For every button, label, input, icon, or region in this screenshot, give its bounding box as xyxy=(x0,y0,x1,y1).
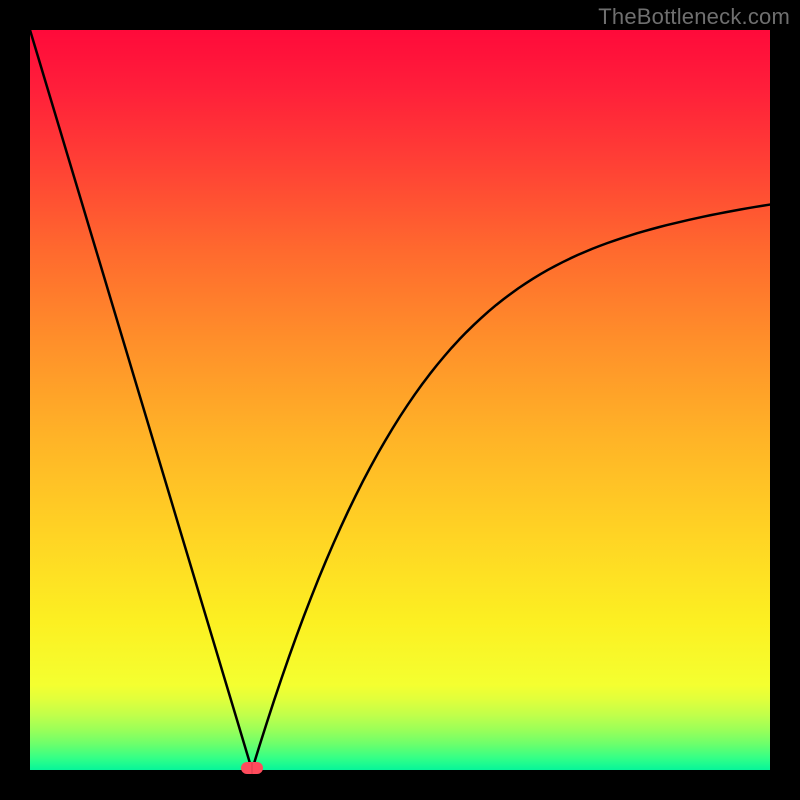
watermark-label: TheBottleneck.com xyxy=(598,4,790,30)
bottleneck-chart xyxy=(0,0,800,800)
optimal-point-marker xyxy=(241,762,263,774)
chart-frame: TheBottleneck.com xyxy=(0,0,800,800)
